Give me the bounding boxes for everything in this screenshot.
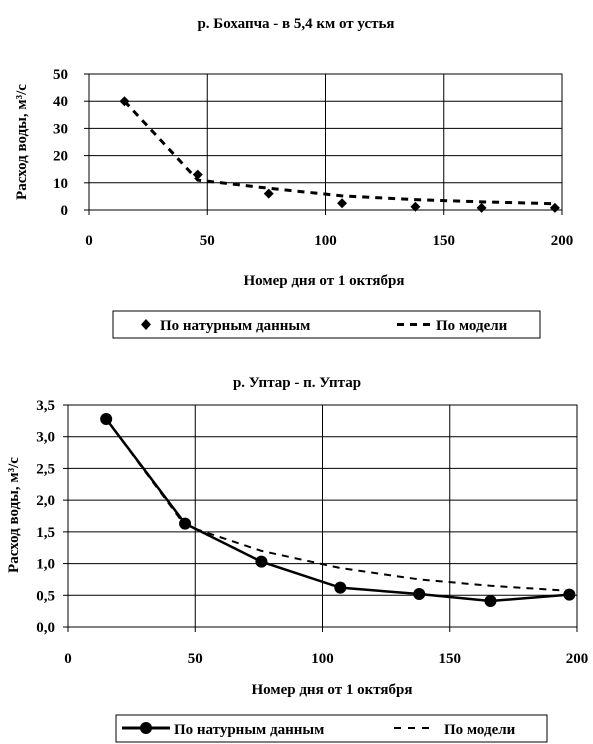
- y-tick-label: 0,0: [36, 620, 55, 636]
- x-tick-label: 150: [439, 651, 462, 667]
- x-tick-label: 0: [85, 233, 93, 249]
- y-axis-label: Расход воды, м³/с: [14, 84, 30, 200]
- x-tick-label: 200: [551, 233, 574, 249]
- x-tick-label: 50: [200, 233, 215, 249]
- y-tick-label: 10: [53, 176, 68, 192]
- series-layer: [100, 412, 576, 607]
- data-point-observed: [100, 412, 113, 425]
- plot-area-border: [67, 404, 578, 628]
- plot-frame: [67, 404, 578, 628]
- y-tick-label: 3,0: [36, 430, 55, 446]
- y-tick-label: 1,5: [36, 525, 55, 541]
- legend-diamond-marker: [141, 319, 151, 330]
- x-tick-label: 50: [188, 651, 203, 667]
- series-line-observed: [105, 418, 570, 603]
- y-tick-label: 3,5: [36, 398, 55, 414]
- chart-title: р. Бохапча - в 5,4 км от устья: [197, 16, 394, 32]
- x-tick-labels: 0 50 100 150 200: [64, 651, 588, 667]
- data-point-observed: [563, 588, 576, 601]
- series-line-model: [123, 100, 555, 206]
- x-tick-label: 200: [566, 651, 589, 667]
- legend-box: [115, 714, 548, 743]
- series-line-model: [105, 418, 570, 592]
- legend-label-model: По модели: [444, 722, 516, 738]
- y-tick-label: 50: [53, 67, 68, 83]
- data-point-observed: [413, 588, 426, 601]
- data-point-observed: [263, 188, 274, 199]
- data-point-observed: [549, 202, 560, 213]
- x-axis-label: Номер дня от 1 октября: [243, 273, 404, 289]
- grid: [84, 73, 563, 215]
- y-tick-label: 1,0: [36, 557, 55, 573]
- x-tick-labels: 0 50 100 150 200: [85, 233, 573, 249]
- data-point-observed: [476, 202, 487, 213]
- plot-area-border: [88, 73, 563, 211]
- y-tick-label: 30: [53, 121, 68, 137]
- data-point-observed: [484, 594, 497, 607]
- series-layer: [119, 96, 560, 213]
- legend: По натурным данным По модели: [115, 714, 548, 743]
- y-tick-labels: 0 10 20 30 40 50: [53, 67, 68, 219]
- data-point-observed: [192, 169, 203, 180]
- y-tick-labels: 0,0 0,5 1,0 1,5 2,0 2,5 3,0 3,5: [36, 398, 55, 636]
- y-tick-label: 40: [53, 94, 68, 110]
- legend: По натурным данным По модели: [112, 310, 541, 339]
- data-point-observed: [179, 517, 192, 530]
- chart-title: р. Уптар - п. Уптар: [233, 375, 361, 391]
- y-axis-label: Расход воды, м³/с: [6, 457, 22, 573]
- legend-label-observed: По натурным данным: [160, 318, 310, 334]
- x-tick-label: 0: [64, 651, 72, 667]
- legend-label-observed: По натурным данным: [174, 722, 324, 738]
- data-point-observed: [119, 96, 130, 107]
- legend-box: [112, 310, 541, 339]
- data-point-observed: [337, 198, 348, 209]
- legend-label-model: По модели: [436, 318, 508, 334]
- data-point-observed: [410, 201, 421, 212]
- data-point-observed: [334, 581, 347, 594]
- x-tick-label: 150: [433, 233, 456, 249]
- chart-uptar: р. Уптар - п. Уптар 0,0 0,5 1,0 1,5 2,0 2,5 3,…: [6, 375, 588, 743]
- y-tick-label: 20: [53, 149, 68, 165]
- y-tick-label: 0: [61, 203, 69, 219]
- plot-frame: [88, 73, 563, 211]
- x-axis-label: Номер дня от 1 октября: [251, 682, 412, 698]
- y-tick-label: 2,0: [36, 493, 55, 509]
- y-tick-label: 0,5: [36, 588, 55, 604]
- x-tick-label: 100: [314, 233, 337, 249]
- chart-bokhapcha: р. Бохапча - в 5,4 км от устья 0 10 20 30 40…: [14, 16, 573, 339]
- legend-circle-marker: [140, 722, 152, 734]
- x-tick-label: 100: [311, 651, 334, 667]
- data-point-observed: [255, 555, 268, 568]
- grid: [63, 404, 578, 632]
- y-tick-label: 2,5: [36, 461, 55, 477]
